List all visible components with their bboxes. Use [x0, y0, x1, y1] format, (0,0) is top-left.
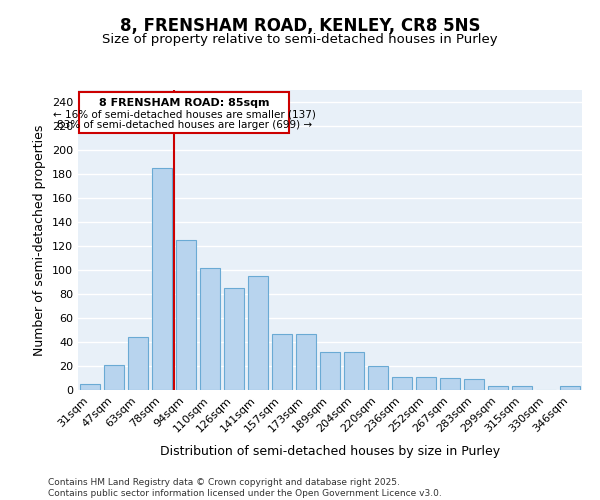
Bar	[512, 386, 532, 390]
Bar	[104, 365, 124, 390]
Bar	[392, 377, 412, 390]
Bar	[128, 337, 148, 390]
Bar	[464, 379, 484, 390]
Bar	[224, 288, 244, 390]
Bar	[152, 168, 172, 390]
Bar	[320, 352, 340, 390]
Bar	[488, 386, 508, 390]
Bar	[176, 240, 196, 390]
Text: Size of property relative to semi-detached houses in Purley: Size of property relative to semi-detach…	[102, 32, 498, 46]
FancyBboxPatch shape	[79, 92, 289, 133]
Bar	[344, 352, 364, 390]
Text: Contains HM Land Registry data © Crown copyright and database right 2025.
Contai: Contains HM Land Registry data © Crown c…	[48, 478, 442, 498]
Y-axis label: Number of semi-detached properties: Number of semi-detached properties	[34, 124, 46, 356]
Bar	[272, 334, 292, 390]
Text: 8 FRENSHAM ROAD: 85sqm: 8 FRENSHAM ROAD: 85sqm	[99, 98, 269, 108]
Bar	[80, 384, 100, 390]
Bar	[368, 366, 388, 390]
X-axis label: Distribution of semi-detached houses by size in Purley: Distribution of semi-detached houses by …	[160, 445, 500, 458]
Bar	[560, 386, 580, 390]
Text: ← 16% of semi-detached houses are smaller (137): ← 16% of semi-detached houses are smalle…	[53, 109, 316, 119]
Text: 8, FRENSHAM ROAD, KENLEY, CR8 5NS: 8, FRENSHAM ROAD, KENLEY, CR8 5NS	[120, 18, 480, 36]
Bar	[200, 268, 220, 390]
Text: 83% of semi-detached houses are larger (699) →: 83% of semi-detached houses are larger (…	[56, 120, 312, 130]
Bar	[248, 276, 268, 390]
Bar	[440, 378, 460, 390]
Bar	[296, 334, 316, 390]
Bar	[416, 377, 436, 390]
